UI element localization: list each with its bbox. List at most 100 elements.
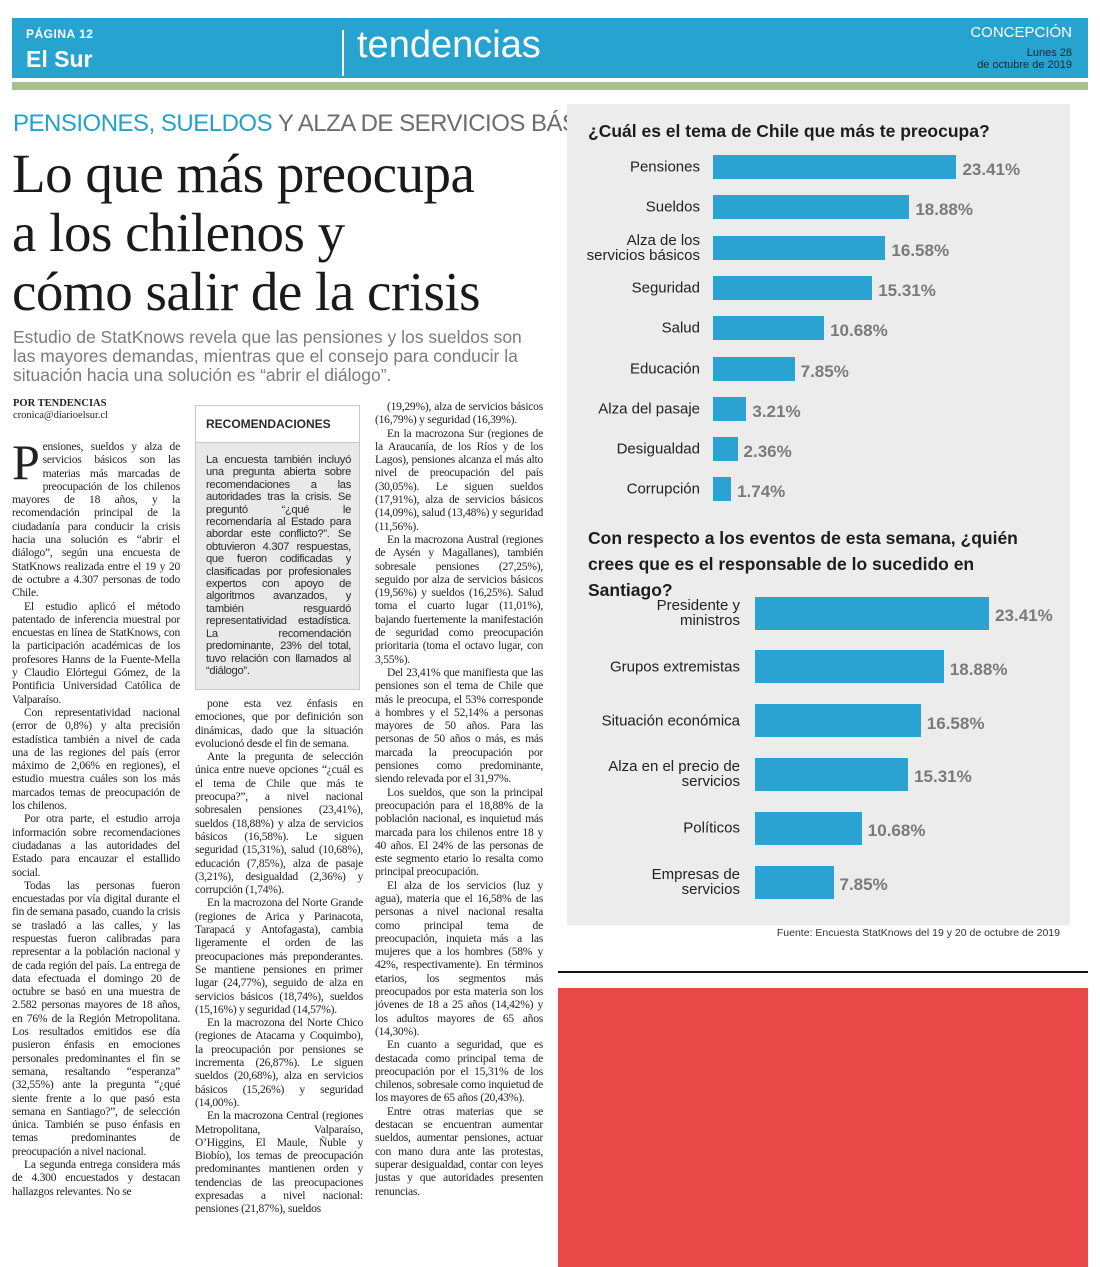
paragraph: Ante la pregunta de selección única entr… bbox=[195, 750, 363, 897]
bar bbox=[755, 757, 909, 791]
category-label: Empresas de servicios bbox=[651, 866, 740, 898]
category-label: Alza en el precio de servicios bbox=[608, 758, 740, 791]
paragraph: La segunda entrega considera más de 4.30… bbox=[12, 1158, 180, 1198]
paragraph: El alza de los servicios (luz y agua), m… bbox=[375, 878, 543, 1038]
paragraph: Pensiones, sueldos y alza de servicios b… bbox=[12, 440, 180, 600]
article-column: Pensiones, sueldos y alza de servicios b… bbox=[12, 440, 180, 1258]
bar bbox=[755, 865, 834, 899]
byline-author: POR TENDENCIAS bbox=[13, 398, 107, 409]
value-label: 7.85% bbox=[839, 875, 888, 894]
page-label-text: PÁGINA bbox=[26, 27, 76, 41]
paragraph: (19,29%), alza de servicios básicos (16,… bbox=[375, 400, 543, 427]
byline-email: cronica@diarioelsur.cl bbox=[13, 410, 109, 421]
headline: Lo que más preocupa a los chilenos y cómo … bbox=[12, 144, 552, 321]
sidebar-header bbox=[196, 406, 359, 443]
ad-block bbox=[558, 988, 1088, 1267]
bar bbox=[713, 477, 732, 502]
headline-line: Lo que más preocupa bbox=[12, 143, 475, 204]
divider bbox=[342, 30, 344, 76]
category-label: Alza del pasaje bbox=[598, 400, 700, 418]
value-label: 15.31% bbox=[878, 280, 936, 300]
headline-line: a los chilenos y bbox=[12, 202, 345, 263]
paragraph: En la macrozona Sur (regiones de la Arau… bbox=[375, 426, 543, 533]
category-label: Políticos bbox=[683, 819, 740, 837]
paragraph: Los sueldos, que son la principal preocu… bbox=[375, 785, 543, 879]
byline: POR TENDENCIAS cronica@diarioelsur.cl bbox=[13, 398, 108, 422]
bar bbox=[713, 155, 957, 179]
kicker: PENSIONES, SUELDOS Y ALZA DE SERVICIOS B… bbox=[13, 110, 635, 138]
kicker-highlight: PENSIONES, SUELDOS bbox=[13, 110, 273, 137]
value-label: 16.58% bbox=[891, 240, 950, 260]
value-label: 7.85% bbox=[800, 361, 849, 381]
paragraph: En la macrozona del Norte Chico (regione… bbox=[195, 1016, 363, 1109]
bar bbox=[713, 396, 747, 421]
paragraph: El estudio aplicó el método patentado de… bbox=[12, 599, 180, 706]
category-label: Situación económica bbox=[601, 712, 740, 730]
article-column: pone esta vez énfasis en emociones, que … bbox=[195, 697, 363, 1258]
bar bbox=[713, 275, 873, 300]
paragraph: pone esta vez énfasis en emociones, que … bbox=[195, 697, 363, 750]
rule bbox=[558, 971, 1088, 973]
chart-title: ¿Cuál es el tema de Chile que más te pre… bbox=[588, 121, 990, 141]
bar bbox=[713, 235, 886, 260]
bar bbox=[755, 596, 990, 630]
paragraph: Entre otras materias que se destacan se … bbox=[375, 1104, 543, 1198]
paragraph: Del 23,41% que manifiesta que las pensio… bbox=[375, 665, 543, 786]
value-label: 23.41% bbox=[995, 606, 1053, 625]
paragraph: En la macrozona Austral (regiones de Ays… bbox=[375, 532, 543, 666]
chart-panel bbox=[567, 104, 1070, 925]
source: Fuente: Encuesta StatKnows del 19 y 20 d… bbox=[776, 927, 1060, 939]
value-label: 2.36% bbox=[743, 442, 792, 462]
value-label: 3.21% bbox=[752, 401, 801, 421]
paragraph: En la macrozona Central (regiones Metrop… bbox=[195, 1109, 363, 1216]
paragraph: Todas las personas fueron encuestadas po… bbox=[12, 878, 180, 1158]
paragraph: Con representatividad nacional (error de… bbox=[12, 705, 180, 813]
value-label: 10.68% bbox=[867, 821, 926, 841]
city: CONCEPCIÓN bbox=[970, 24, 1072, 41]
date-line: de octubre de 2019 bbox=[977, 59, 1072, 71]
paragraph: En la macrozona del Norte Grande (region… bbox=[195, 896, 363, 1016]
sidebar-title: RECOMENDACIONES bbox=[206, 417, 331, 431]
bar bbox=[713, 437, 738, 462]
category-label: Pensiones bbox=[629, 158, 700, 176]
headline-line: cómo salir de la crisis bbox=[12, 261, 481, 322]
category-label: Presidente y ministros bbox=[656, 597, 740, 629]
paragraph: En cuanto a seguridad, que es destacada … bbox=[375, 1038, 543, 1105]
category-label: Educación bbox=[629, 360, 700, 377]
value-label: 10.68% bbox=[830, 321, 888, 341]
value-label: 23.41% bbox=[962, 160, 1021, 179]
category-label: Salud bbox=[661, 319, 700, 337]
page-number: 12 bbox=[79, 27, 94, 41]
value-label: 18.88% bbox=[949, 659, 1008, 679]
bar bbox=[713, 195, 910, 220]
page-label: PÁGINA 12 bbox=[26, 27, 93, 41]
value-label: 16.58% bbox=[926, 713, 985, 733]
section-name: tendencias bbox=[357, 24, 541, 66]
deck: Estudio de StatKnows revela que las pens… bbox=[13, 327, 522, 385]
paper-name: El Sur bbox=[26, 46, 93, 72]
bar bbox=[755, 811, 862, 845]
sidebar-box: RECOMENDACIONES La encuesta también incl… bbox=[195, 405, 360, 690]
category-label: Alza de los servicios básicos bbox=[586, 231, 700, 264]
bar bbox=[755, 650, 944, 684]
article-column: (19,29%), alza de servicios básicos (16,… bbox=[375, 400, 543, 1258]
value-label: 15.31% bbox=[914, 767, 972, 787]
value-label: 1.74% bbox=[737, 482, 786, 502]
paragraph: Por otra parte, el estudio arroja inform… bbox=[12, 812, 180, 879]
category-label: Desigualdad bbox=[616, 440, 700, 458]
stripe bbox=[12, 82, 1088, 90]
bar bbox=[755, 704, 921, 738]
date-line: Lunes 28 bbox=[1026, 47, 1072, 59]
value-label: 18.88% bbox=[915, 200, 974, 220]
bar bbox=[713, 316, 825, 341]
category-label: Corrupción bbox=[626, 480, 700, 498]
category-label: Grupos extremistas bbox=[609, 658, 740, 676]
date: Lunes 28 de octubre de 2019 bbox=[977, 47, 1072, 71]
header-band: PÁGINA 12 El Sur tendencias CONCEPCIÓN L… bbox=[12, 18, 1088, 78]
category-label: Sueldos bbox=[645, 198, 700, 216]
chart-title: Con respecto a los eventos de esta seman… bbox=[588, 528, 1018, 600]
sidebar-text: La encuesta también incluyó una pregunta… bbox=[206, 454, 351, 677]
bar bbox=[713, 356, 795, 381]
category-label: Seguridad bbox=[631, 279, 700, 297]
